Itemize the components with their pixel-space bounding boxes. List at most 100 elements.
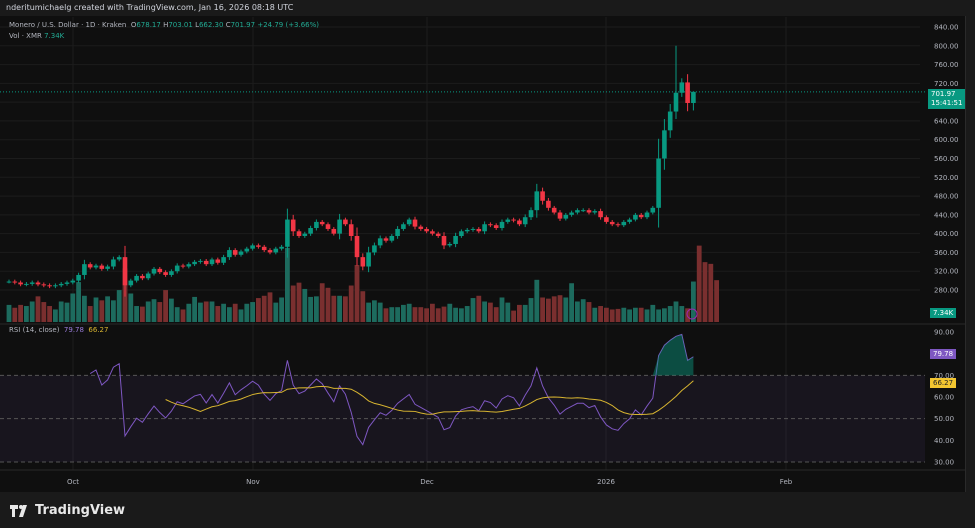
volume-bar <box>667 306 673 322</box>
volume-bar <box>691 281 696 322</box>
volume-bar <box>290 285 296 322</box>
candle-body <box>383 238 389 241</box>
volume-bar <box>244 303 250 322</box>
candle <box>163 270 168 277</box>
chart-frame[interactable] <box>0 16 966 492</box>
candle-body <box>540 191 545 201</box>
candle-body <box>615 224 621 226</box>
volume-bar <box>267 292 273 322</box>
candle-body <box>534 191 540 211</box>
symbol-legend: Monero / U.S. Dollar · 1D · Kraken O678.… <box>9 20 319 42</box>
volume-bar <box>592 307 598 322</box>
volume-bar <box>377 302 383 322</box>
volume-bar <box>511 310 516 322</box>
candle-body <box>157 268 163 273</box>
volume-bar <box>412 307 418 322</box>
low-value: 662.30 <box>198 21 224 29</box>
candle-body <box>99 265 105 269</box>
rsi-axis-label: 60.00 <box>934 394 954 402</box>
candle-body <box>470 228 476 230</box>
candle-body <box>679 82 685 93</box>
volume-bar <box>708 263 714 322</box>
candle-body <box>453 235 458 244</box>
candle <box>29 280 35 286</box>
candle-body <box>116 257 122 260</box>
volume-bar <box>232 303 238 322</box>
volume-bar <box>488 302 493 322</box>
rsi-label[interactable]: RSI (14, close) <box>9 326 60 334</box>
candle <box>256 243 261 249</box>
candle-body <box>662 130 667 159</box>
volume-label[interactable]: Vol · XMR <box>9 32 42 40</box>
volume-bar <box>314 296 319 322</box>
candle-body <box>203 260 209 265</box>
candle <box>633 212 638 222</box>
candle-body <box>406 219 412 225</box>
volume-bar <box>337 295 342 322</box>
candle-body <box>563 214 569 219</box>
volume-bar <box>180 309 186 322</box>
candle <box>180 263 186 269</box>
candle-body <box>580 210 586 212</box>
candle-body <box>41 284 47 286</box>
volume-bar <box>203 301 209 322</box>
candle <box>453 232 458 248</box>
volume-bar <box>435 308 441 322</box>
volume-bar <box>64 302 70 322</box>
volume-bar <box>128 293 134 322</box>
candle-body <box>319 221 325 225</box>
volume-bar <box>186 303 192 322</box>
volume-bar <box>395 307 400 322</box>
volume-bar <box>105 296 110 322</box>
volume-bar <box>598 306 603 322</box>
candle <box>64 280 70 286</box>
candle <box>134 274 139 283</box>
candle <box>145 271 151 281</box>
candle-body <box>111 259 116 267</box>
time-axis-label: Oct <box>67 478 79 486</box>
candle-body <box>598 211 603 218</box>
price-axis-label: 320.00 <box>934 268 959 276</box>
volume-bar <box>563 297 569 322</box>
volume-bar <box>227 307 232 322</box>
candle-body <box>360 257 366 267</box>
candle <box>627 217 632 224</box>
volume-bar <box>145 301 151 322</box>
candle <box>337 213 342 240</box>
candle-body <box>134 275 139 281</box>
volume-bar <box>41 302 47 322</box>
volume-bar <box>192 296 197 322</box>
volume-bar <box>273 302 279 322</box>
symbol-title[interactable]: Monero / U.S. Dollar · 1D · Kraken <box>9 21 127 29</box>
candle-body <box>348 224 354 236</box>
chart-canvas[interactable]: 840.00 800.00 760.00 720.00 640.00 600.00 560.… <box>0 0 975 492</box>
tradingview-logo[interactable]: TradingView <box>10 503 125 518</box>
candle <box>540 187 545 205</box>
candle-body <box>604 217 609 222</box>
candle <box>691 91 696 111</box>
volume-bar <box>53 309 58 322</box>
candle <box>221 254 226 266</box>
volume-bar <box>540 297 545 322</box>
volume-bar <box>215 306 221 322</box>
volume-bar <box>569 283 574 322</box>
volume-bar <box>638 307 644 322</box>
volume-bar <box>482 301 487 322</box>
candle <box>488 222 493 228</box>
candle-body <box>418 226 424 229</box>
candle-body <box>314 221 319 229</box>
price-axis-label: 720.00 <box>934 80 959 88</box>
candle <box>685 74 690 112</box>
candle <box>546 197 551 211</box>
candle <box>563 212 569 221</box>
bar-countdown: 15:41:51 <box>931 99 963 107</box>
candle-body <box>401 224 406 229</box>
candle-body <box>151 268 157 274</box>
candle <box>505 217 511 224</box>
candle-body <box>412 219 418 227</box>
volume-bar <box>157 302 163 322</box>
candle <box>122 245 128 297</box>
volume-bar <box>714 280 719 322</box>
candle-body <box>250 245 255 249</box>
candle-body <box>395 228 400 236</box>
